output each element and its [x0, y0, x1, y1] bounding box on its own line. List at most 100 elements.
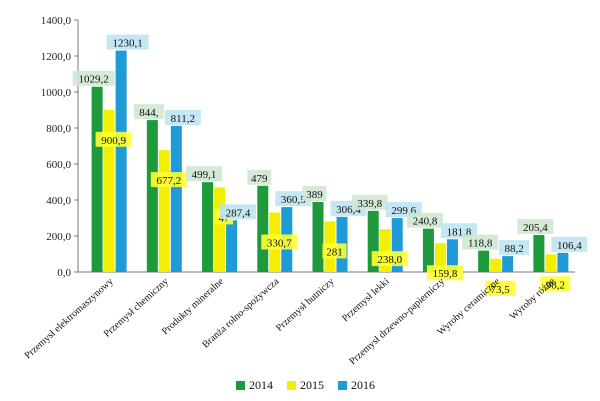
- data-label-text: 330,7: [267, 237, 292, 249]
- data-label-2015: 330,7: [261, 234, 298, 250]
- data-label-bg: [72, 70, 115, 86]
- data-label-text: 360,5: [281, 194, 306, 206]
- legend-swatch-2015: [287, 381, 296, 390]
- data-label-bg: [302, 185, 327, 201]
- data-label-2014: 389: [302, 185, 327, 201]
- data-label-text: 287,4: [226, 207, 251, 219]
- legend: 2014 2015 2016: [236, 378, 375, 393]
- x-category-label: Przemysł drzewno-papierniczy: [347, 276, 447, 367]
- data-label-text: 1029,2: [78, 74, 108, 86]
- data-label-text: 73,5: [491, 284, 511, 296]
- data-label-2016: 287,4: [220, 204, 257, 220]
- data-label-text: 240,8: [413, 216, 438, 228]
- data-label-bg: [426, 265, 463, 281]
- y-tick-label: 1400,0: [41, 15, 72, 27]
- data-label-text: 159,8: [433, 268, 458, 280]
- bar-2016: [502, 256, 514, 272]
- legend-item-2014: 2014: [236, 378, 273, 393]
- data-label-bg: [133, 104, 164, 120]
- legend-item-2015: 2015: [287, 378, 324, 393]
- bar-2016: [115, 50, 127, 272]
- bar-2014: [367, 210, 379, 272]
- legend-item-2016: 2016: [338, 378, 375, 393]
- bar-2015: [379, 229, 391, 272]
- data-label-bg: [220, 204, 257, 220]
- data-label-bg: [440, 223, 477, 239]
- legend-label-2015: 2015: [300, 378, 324, 392]
- data-label-text: 118,8: [468, 238, 493, 250]
- data-label-2014: 844,: [133, 104, 164, 120]
- data-label-bg: [275, 191, 312, 207]
- data-label-text: 98,2: [546, 279, 565, 291]
- bar-chart: 0,0 200,0 400,0 600,0 800,0 1000,0 1200,0 1400,…: [23, 15, 588, 367]
- data-label-bg: [462, 234, 499, 250]
- bar-2016: [226, 220, 238, 272]
- data-label-text: 339,8: [357, 198, 382, 210]
- data-label-text: 499,1: [192, 169, 217, 181]
- data-label-bg: [406, 212, 443, 228]
- data-label-bg: [150, 172, 187, 188]
- bar-2014: [478, 250, 490, 272]
- y-tick-label: 200,0: [46, 231, 71, 243]
- bar-2014: [146, 120, 158, 272]
- y-tick-label: 400,0: [46, 195, 71, 207]
- data-label-bg: [247, 169, 272, 185]
- data-label-2014: 118,8: [462, 234, 499, 250]
- data-label-bg: [95, 131, 132, 147]
- x-category-label: Przemysł lekki: [340, 276, 392, 324]
- data-label-bg: [551, 236, 588, 252]
- y-tick-label: 800,0: [46, 123, 71, 135]
- data-label-bg: [499, 240, 530, 256]
- bar-2016: [557, 252, 569, 272]
- y-tick-label: 1000,0: [41, 87, 72, 99]
- data-label-text: 389: [306, 189, 323, 201]
- data-label-text: 479: [251, 173, 268, 185]
- data-label-2015: 677,2: [150, 172, 187, 188]
- bar-2015: [103, 109, 115, 272]
- bar-2015: [214, 187, 226, 272]
- data-label-2016: 106,4: [551, 236, 588, 252]
- data-label-text: 238,0: [377, 254, 402, 266]
- data-label-2015: 900,9: [95, 131, 132, 147]
- y-tick-label: 600,0: [46, 159, 71, 171]
- data-label-2014: 479: [247, 169, 272, 185]
- data-label-text: 88,2: [505, 243, 524, 255]
- bar-2015: [545, 254, 557, 272]
- data-label-text: 844,: [139, 107, 159, 119]
- y-tick-label: 1200,0: [41, 51, 72, 63]
- data-label-2014: 240,8: [406, 212, 443, 228]
- data-label-bg: [164, 109, 201, 125]
- x-category-label: Wyroby różne: [508, 276, 558, 323]
- data-label-bg: [371, 251, 408, 267]
- data-label-2016: 1230,1: [106, 34, 149, 50]
- data-label-2014: 205,4: [517, 219, 554, 235]
- data-label-2014: 499,1: [186, 166, 223, 182]
- data-label-2015: 73,5: [485, 280, 516, 296]
- data-label-text: 1230,1: [112, 38, 142, 50]
- bar-2015: [158, 150, 170, 272]
- legend-swatch-2016: [338, 381, 347, 390]
- legend-label-2016: 2016: [351, 378, 375, 392]
- bar-2016: [391, 218, 403, 272]
- legend-swatch-2014: [236, 381, 245, 390]
- data-label-text: 811,2: [171, 113, 195, 125]
- legend-label-2014: 2014: [249, 378, 273, 392]
- bar-2014: [533, 235, 545, 272]
- data-label-2016: 88,2: [499, 240, 530, 256]
- bar-2014: [312, 201, 324, 272]
- data-label-bg: [261, 234, 298, 250]
- data-label-text: 900,9: [101, 135, 126, 147]
- x-category-label: Przemysł hutniczy: [274, 276, 336, 334]
- data-label-bg: [540, 276, 571, 292]
- data-label-bg: [106, 34, 149, 50]
- data-label-bg: [351, 194, 388, 210]
- bar-2016: [170, 125, 182, 272]
- data-label-2016: 360,5: [275, 191, 312, 207]
- bar-2014: [91, 86, 103, 272]
- data-label-2015: 281: [322, 243, 347, 259]
- bar-2015: [434, 243, 446, 272]
- data-label-bg: [517, 219, 554, 235]
- data-label-2015: 98,2: [540, 276, 571, 292]
- data-label-text: 106,4: [557, 240, 582, 252]
- data-label-text: 205,4: [523, 222, 548, 234]
